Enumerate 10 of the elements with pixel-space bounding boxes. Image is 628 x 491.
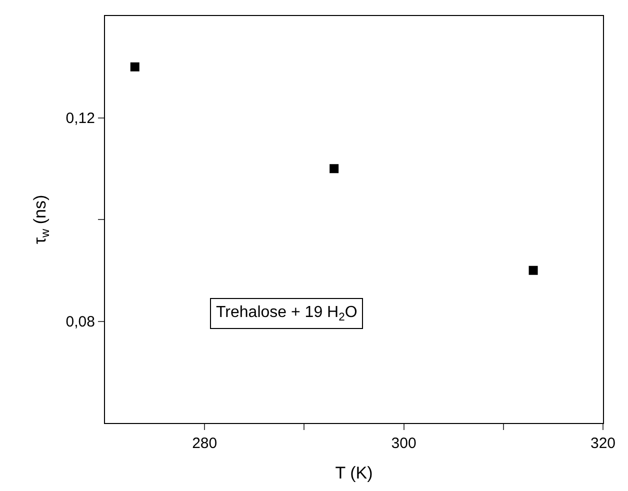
point xyxy=(330,164,339,174)
x-tick-label: 280 xyxy=(192,435,218,452)
y-tick-label: 0,12 xyxy=(66,110,95,127)
x-tick-label: 320 xyxy=(590,435,616,452)
x-axis-title: T (K) xyxy=(335,463,373,482)
point xyxy=(130,62,140,72)
x-tick-label: 300 xyxy=(391,435,416,452)
point xyxy=(528,266,538,275)
annotation: Trehalose + 19 H$_{2}$O xyxy=(216,304,358,324)
y-tick-label: 0,08 xyxy=(66,314,95,330)
